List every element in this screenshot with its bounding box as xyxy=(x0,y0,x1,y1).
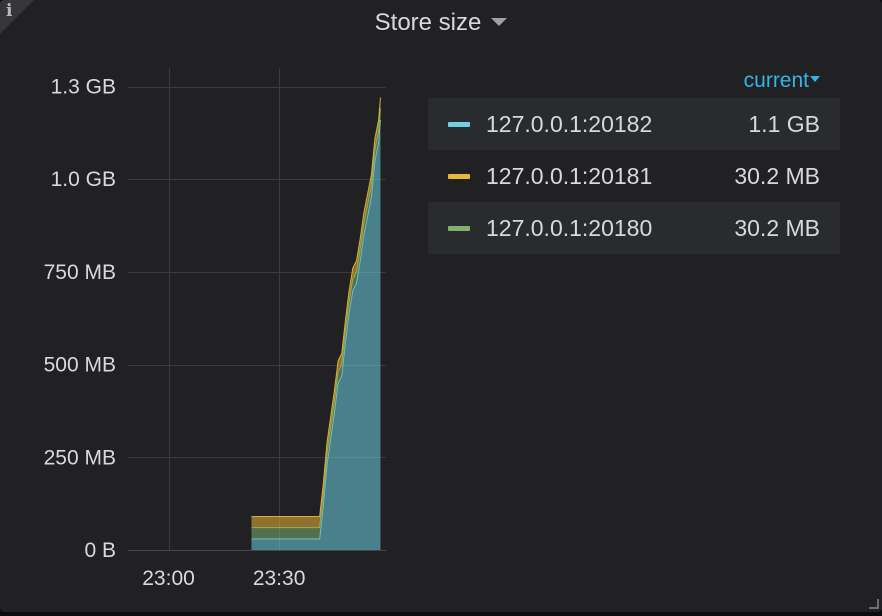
series-swatch-icon xyxy=(448,173,470,179)
y-tick-label: 1.3 GB xyxy=(51,76,116,99)
y-tick-label: 0 B xyxy=(84,539,116,562)
legend: current 127.0.0.1:20182 1.1 GB 127.0.0.1… xyxy=(428,64,840,254)
panel-title[interactable]: Store size xyxy=(374,9,482,36)
series-areas xyxy=(251,97,381,550)
info-corner xyxy=(0,0,34,34)
legend-item-name[interactable]: 127.0.0.1:20181 xyxy=(486,162,653,189)
y-tick-label: 750 MB xyxy=(44,261,116,284)
x-axis: 23:00 23:30 xyxy=(142,567,305,590)
series-swatch-icon xyxy=(448,225,470,231)
y-tick-label: 250 MB xyxy=(44,446,116,469)
panel-title-wrap[interactable]: Store size xyxy=(0,6,882,40)
series-line xyxy=(251,97,381,517)
series-swatch-icon xyxy=(448,121,470,127)
resize-handle[interactable] xyxy=(869,599,879,609)
legend-item-name[interactable]: 127.0.0.1:20182 xyxy=(486,110,653,137)
y-tick-label: 500 MB xyxy=(44,354,116,377)
legend-item-value: 30.2 MB xyxy=(734,162,820,189)
y-axis: 0 B 250 MB 500 MB 750 MB 1.0 GB 1.3 GB xyxy=(44,76,116,562)
legend-item-name[interactable]: 127.0.0.1:20180 xyxy=(486,214,653,241)
legend-item[interactable]: 127.0.0.1:20181 30.2 MB xyxy=(428,150,840,202)
legend-current-header[interactable]: current xyxy=(428,64,840,98)
caret-down-icon[interactable] xyxy=(810,76,820,83)
y-tick-label: 1.0 GB xyxy=(51,168,116,191)
x-tick-label: 23:00 xyxy=(142,567,195,590)
legend-item-value: 30.2 MB xyxy=(734,214,820,241)
x-tick-label: 23:30 xyxy=(253,567,306,590)
legend-item[interactable]: 127.0.0.1:20180 30.2 MB xyxy=(428,202,840,254)
info-icon[interactable]: i xyxy=(6,1,13,21)
legend-item-value: 1.1 GB xyxy=(748,110,820,137)
legend-current-label[interactable]: current xyxy=(743,69,809,92)
legend-item[interactable]: 127.0.0.1:20182 1.1 GB xyxy=(428,98,840,150)
chevron-down-icon[interactable] xyxy=(491,17,508,26)
series-area xyxy=(251,119,381,550)
